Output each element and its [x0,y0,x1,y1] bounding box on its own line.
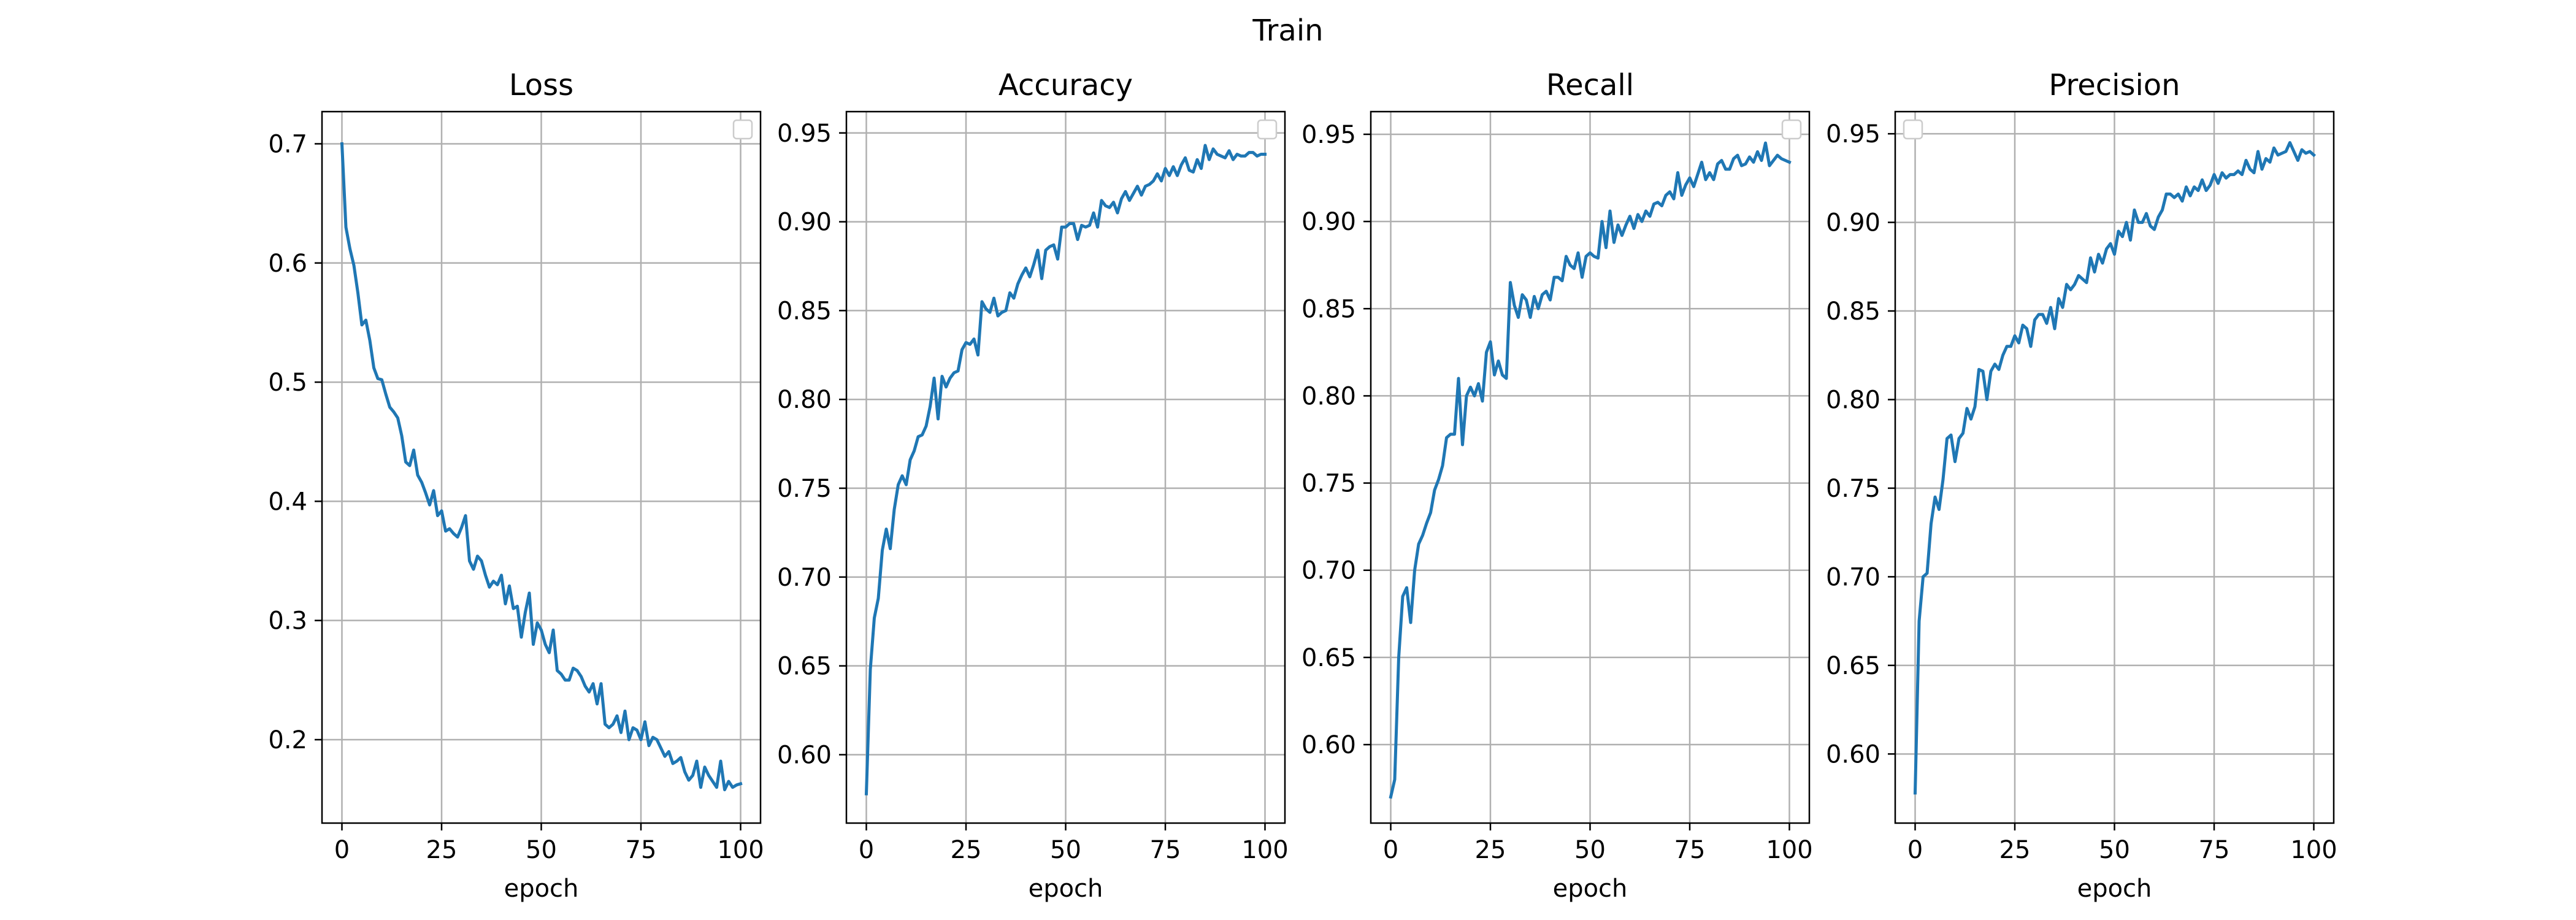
x-axis-label: epoch [1553,875,1628,903]
y-tick-label: 0.75 [1826,475,1880,503]
x-tick-label: 25 [951,836,982,864]
legend-box [1781,119,1802,140]
y-tick-label: 0.90 [1301,208,1356,236]
x-axis-label: epoch [2077,875,2152,903]
y-tick-label: 0.80 [777,386,832,414]
subplot-recall: 0 25 50 75 100 0.60 0.65 0.70 0.75 0.80 0.85 0.90 0.… [1301,68,1813,903]
x-axis-label: epoch [504,875,579,903]
series-line [864,144,1267,795]
x-tick-label: 0 [1907,836,1923,864]
y-tick-label: 0.90 [777,209,832,237]
y-tick-label: 0.65 [1826,652,1880,680]
x-tick-label: 0 [334,836,350,864]
y-tick-label: 0.70 [777,564,832,592]
y-tick-label: 0.5 [268,369,307,397]
y-tick-label: 0.85 [1826,297,1880,326]
y-tick-label: 0.60 [777,741,832,769]
x-tick-label: 25 [426,836,458,864]
x-tick-label: 75 [1150,836,1181,864]
y-tick-label: 0.3 [268,607,307,635]
x-tick-label: 0 [1383,836,1398,864]
x-tick-label: 100 [1766,836,1812,864]
y-tick-label: 0.95 [777,120,832,148]
axes-title: Recall [1546,68,1634,102]
y-tick-label: 0.65 [1301,644,1356,672]
y-tick-label: 0.65 [777,653,832,681]
series-line [340,142,743,792]
series-line [1913,141,2317,795]
subplot-precision: 0 25 50 75 100 0.60 0.65 0.70 0.75 0.80 0.85 0.90 0.… [1826,68,2337,903]
x-tick-label: 100 [1241,836,1288,864]
y-tick-label: 0.95 [1301,121,1356,149]
x-axis-label: epoch [1029,875,1103,903]
legend-box [1257,119,1278,140]
y-tick-label: 0.70 [1826,563,1880,591]
axes-title: Loss [509,68,573,102]
x-tick-label: 75 [1674,836,1706,864]
y-tick-label: 0.60 [1826,740,1880,769]
y-tick-label: 0.95 [1826,120,1880,148]
y-tick-label: 0.90 [1826,209,1880,237]
y-tick-label: 0.6 [268,250,307,278]
x-tick-label: 75 [2199,836,2230,864]
x-tick-label: 50 [526,836,557,864]
x-tick-label: 0 [859,836,874,864]
y-tick-label: 0.75 [777,475,832,503]
x-tick-label: 25 [1999,836,2031,864]
subplot-loss: 0 25 50 75 100 0.2 0.3 0.4 0.5 0.6 0.7 Loss epoch [268,68,764,903]
x-tick-label: 100 [717,836,764,864]
x-tick-label: 50 [1050,836,1081,864]
subplot-accuracy: 0 25 50 75 100 0.60 0.65 0.70 0.75 0.80 0.85 0.90 0.… [777,68,1289,903]
series-line [1389,141,1792,799]
y-tick-label: 0.60 [1301,731,1356,759]
x-tick-label: 75 [626,836,657,864]
y-tick-label: 0.80 [1826,386,1880,414]
x-tick-label: 50 [1574,836,1606,864]
y-tick-label: 0.4 [268,488,307,516]
y-tick-label: 0.7 [268,130,307,158]
y-tick-label: 0.85 [1301,295,1356,323]
x-tick-label: 50 [2099,836,2130,864]
legend-box [1903,119,1923,140]
y-tick-label: 0.75 [1301,470,1356,498]
figure-suptitle: Train [1252,13,1323,48]
y-tick-label: 0.85 [777,297,832,325]
axes-title: Accuracy [999,68,1133,102]
subplots: 0 25 50 75 100 0.2 0.3 0.4 0.5 0.6 0.7 Loss epoch 0 25… [268,68,2337,903]
x-tick-label: 25 [1475,836,1506,864]
x-tick-label: 100 [2290,836,2337,864]
axes-title: Precision [2049,68,2180,102]
y-tick-label: 0.70 [1301,557,1356,585]
y-tick-label: 0.80 [1301,382,1356,410]
y-tick-label: 0.2 [268,726,307,754]
legend-box [732,119,753,140]
